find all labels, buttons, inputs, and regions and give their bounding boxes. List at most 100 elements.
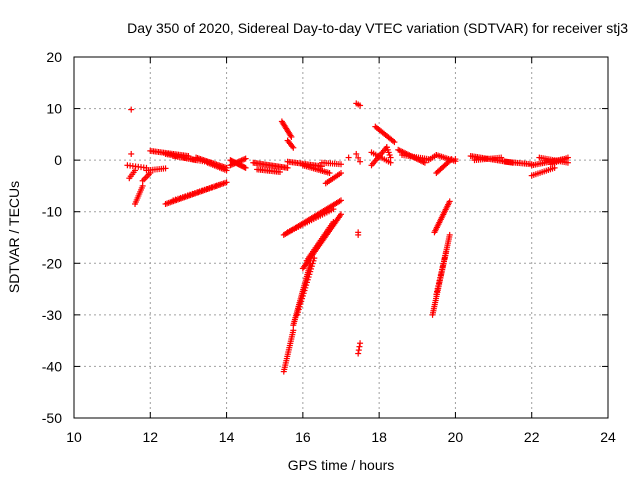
data-point [338, 211, 344, 218]
data-point [128, 150, 135, 157]
data-point [294, 311, 301, 318]
data-point [355, 154, 362, 161]
data-point [440, 260, 447, 267]
data-point [437, 274, 444, 281]
data-point [241, 156, 248, 163]
data-point [297, 301, 304, 308]
data-point [227, 162, 234, 169]
data-point [433, 291, 440, 298]
y-tick-label: -30 [42, 307, 62, 323]
plot-frame [73, 56, 609, 419]
data-points [124, 100, 571, 375]
x-tick-label: 10 [66, 429, 82, 445]
data-point [357, 158, 364, 165]
data-point [433, 288, 440, 295]
data-point [564, 159, 571, 166]
data-point [435, 282, 442, 289]
data-point [310, 257, 317, 264]
data-point [235, 158, 242, 165]
data-point [304, 276, 311, 283]
data-point [295, 306, 302, 313]
data-point [162, 165, 169, 172]
data-point [303, 279, 310, 286]
y-tick-label: -10 [42, 204, 62, 220]
data-point [308, 263, 315, 270]
data-point [355, 229, 362, 236]
data-point [442, 252, 449, 259]
data-point [355, 347, 362, 354]
data-point [242, 164, 249, 171]
data-point [446, 231, 453, 238]
grid-lines [74, 57, 608, 418]
y-axis-title: SDTVAR / TECUs [6, 181, 22, 293]
data-point [391, 139, 398, 146]
data-point [309, 260, 316, 267]
y-tick-label: -20 [42, 255, 62, 271]
data-point [296, 303, 303, 310]
data-point [338, 197, 344, 204]
x-tick-label: 24 [600, 429, 616, 445]
data-point [435, 280, 442, 287]
y-tick-labels: 20 10 0 -10 -20 -30 -40 -50 [42, 49, 62, 426]
data-point [387, 154, 394, 161]
data-point [294, 309, 301, 316]
x-tick-label: 18 [371, 429, 387, 445]
data-point [299, 292, 306, 299]
data-point [305, 274, 312, 281]
data-point [301, 287, 308, 294]
data-point [132, 167, 139, 174]
data-point [436, 277, 443, 284]
data-point [290, 144, 297, 151]
data-point [302, 284, 309, 291]
data-point [238, 157, 245, 164]
data-point [288, 133, 295, 140]
data-point [308, 265, 315, 272]
data-point [290, 327, 297, 334]
data-point [242, 155, 249, 162]
data-point [230, 161, 237, 168]
y-tick-label: -50 [42, 410, 62, 426]
data-point [356, 343, 363, 350]
data-point [564, 154, 571, 161]
data-point [237, 158, 244, 165]
data-point [215, 181, 222, 188]
data-point [440, 258, 447, 265]
data-point [330, 219, 337, 226]
data-point [299, 295, 306, 302]
y-tick-label: -40 [42, 358, 62, 374]
data-point [276, 169, 283, 176]
data-point [300, 290, 307, 297]
data-point [306, 271, 313, 278]
data-point [355, 350, 362, 357]
data-point [326, 170, 333, 177]
data-point [139, 182, 146, 189]
data-point [298, 298, 305, 305]
data-point [551, 164, 558, 171]
data-point [338, 161, 344, 168]
data-point [239, 156, 246, 163]
x-tick-label: 14 [219, 429, 235, 445]
data-point [452, 156, 459, 163]
data-point [307, 268, 314, 275]
data-point [284, 164, 291, 171]
data-point [439, 263, 446, 270]
data-point [357, 102, 364, 109]
y-tick-label: 10 [46, 101, 62, 117]
data-point [223, 179, 230, 186]
data-point [234, 159, 241, 166]
data-point [446, 198, 453, 205]
chart-title: Day 350 of 2020, Sidereal Day-to-day VTE… [127, 20, 628, 36]
y-tick-label: 20 [46, 49, 62, 65]
data-point [387, 159, 394, 166]
x-axis-title: GPS time / hours [288, 457, 395, 473]
x-tick-label: 16 [295, 429, 311, 445]
data-point [345, 154, 352, 161]
data-point [442, 249, 449, 256]
data-point [353, 150, 360, 157]
data-point [231, 160, 238, 167]
data-point [303, 282, 310, 289]
x-tick-labels: 10 12 14 16 18 20 22 24 [66, 429, 616, 445]
data-point [330, 206, 337, 213]
data-point [439, 266, 446, 273]
